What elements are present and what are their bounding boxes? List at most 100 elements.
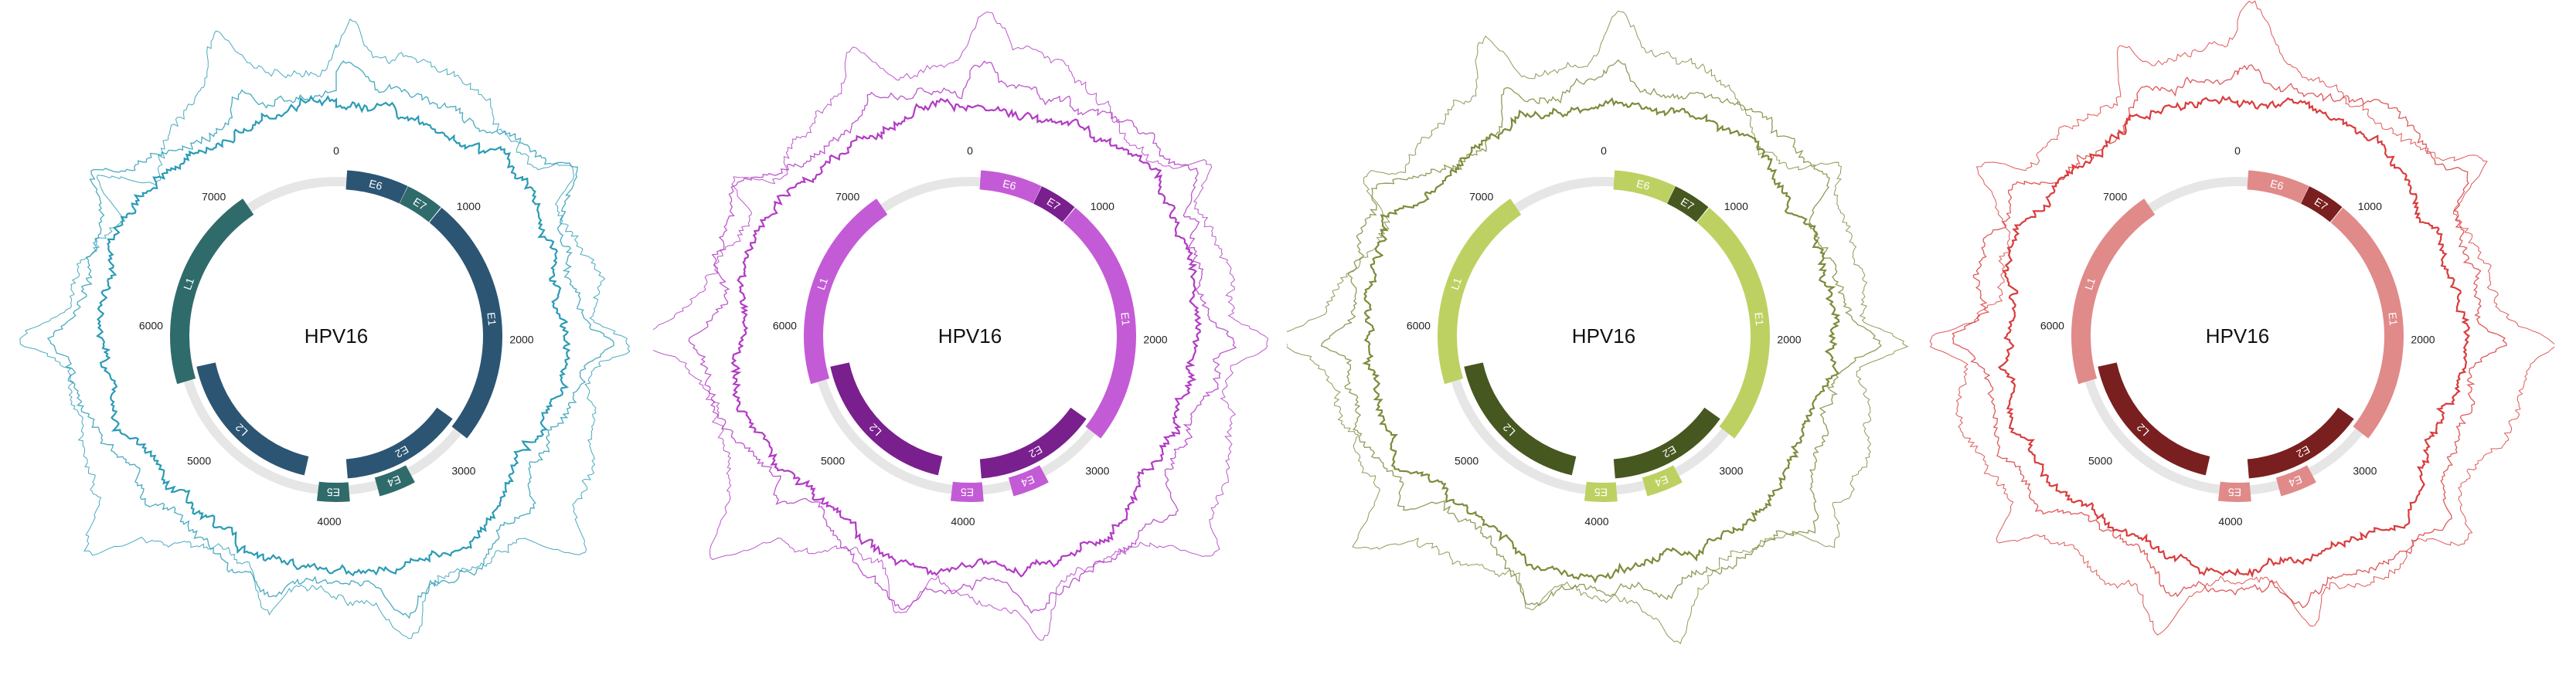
gene-label-e1: E1: [1752, 312, 1766, 327]
coverage-trace-2: [1952, 64, 2507, 609]
gene-label-e5: E5: [961, 486, 975, 498]
gene-label-e4: E4: [1019, 473, 1036, 490]
gene-label-e2: E2: [1661, 443, 1679, 460]
coverage-trace-3: [1929, 0, 2554, 636]
gene-arc-l2: [1464, 362, 1577, 476]
tick-label: 2000: [1777, 334, 1801, 346]
gene-arc-e4: [2275, 465, 2316, 497]
gene-label-e1: E1: [2386, 312, 2400, 327]
tick-label: 0: [333, 144, 339, 157]
genome-title: HPV16: [305, 324, 368, 348]
tick-label: 1000: [457, 200, 481, 212]
coverage-trace-3: [19, 19, 631, 640]
tick-label: 1000: [1091, 200, 1114, 212]
genome-map-svg: E6E7E1E2E4E5L2L1010002000300040005000600…: [19, 19, 631, 640]
gene-label-e6: E6: [2269, 177, 2285, 192]
gene-arc-e6: [345, 170, 408, 204]
coverage-trace-1: [1362, 97, 1841, 584]
gene-label-e5: E5: [1594, 486, 1608, 498]
tick-label: 5000: [821, 455, 845, 467]
coverage-trace-2: [46, 60, 614, 619]
genome-map-svg: E6E7E1E2E4E5L2L1010002000300040005000600…: [1287, 10, 1909, 645]
gene-arc-e2: [345, 407, 453, 479]
gene-arc-l1: [1437, 198, 1522, 385]
gene-arc-l2: [196, 362, 309, 476]
coverage-trace-1: [1997, 95, 2471, 579]
tick-label: 6000: [1407, 320, 1431, 332]
tick-label: 7000: [2103, 191, 2127, 203]
coverage-trace-3: [653, 11, 1269, 641]
gene-label-e7: E7: [1045, 195, 1063, 213]
tick-label: 6000: [773, 320, 797, 332]
gene-arc-e2: [979, 407, 1087, 479]
gene-arc-e7: [1667, 186, 1709, 222]
gene-label-e2: E2: [1027, 443, 1045, 460]
gene-arc-e2: [1613, 407, 1720, 479]
gene-arc-e6: [2247, 170, 2309, 204]
gene-arc-e1: [1063, 207, 1136, 439]
genome-title: HPV16: [938, 324, 1002, 348]
tick-label: 4000: [2218, 515, 2242, 528]
genome-title: HPV16: [2206, 324, 2269, 348]
gene-label-e1: E1: [485, 312, 499, 327]
gene-label-e1: E1: [1118, 312, 1132, 327]
gene-label-e4: E4: [1653, 473, 1670, 490]
coverage-trace-1: [96, 94, 571, 577]
genome-map-svg: E6E7E1E2E4E5L2L1010002000300040005000600…: [653, 11, 1269, 641]
gene-arc-e7: [2301, 186, 2343, 222]
tick-label: 4000: [951, 515, 975, 528]
gene-arc-e6: [979, 170, 1042, 204]
tick-label: 0: [967, 144, 973, 157]
tick-label: 6000: [2040, 320, 2064, 332]
gene-arc-e5: [2217, 481, 2251, 503]
gene-label-l1: L1: [181, 276, 196, 291]
tick-label: 0: [1601, 144, 1607, 157]
gene-label-e5: E5: [327, 486, 341, 498]
tick-label: 7000: [1469, 191, 1493, 203]
gene-arc-l1: [803, 198, 888, 385]
coverage-trace-3: [1287, 10, 1909, 645]
gene-label-e2: E2: [393, 443, 411, 460]
genome-panel-1: E6 E7 E1 E2 E4 E5 L2 L1 0 1000 2000 3000 4000 5000 600…: [19, 0, 653, 682]
tick-label: 5000: [2088, 455, 2112, 467]
gene-arc-e7: [400, 186, 441, 222]
gene-arc-l2: [830, 362, 943, 476]
gene-arc-e1: [1696, 207, 1770, 439]
tick-label: 5000: [1455, 455, 1479, 467]
genome-map-svg: E6E7E1E2E4E5L2L1010002000300040005000600…: [1929, 0, 2554, 636]
gene-arc-e5: [950, 481, 984, 503]
tick-label: 2000: [1143, 334, 1167, 346]
tick-label: 0: [2234, 144, 2241, 157]
gene-arc-e4: [1008, 465, 1049, 497]
gene-label-e2: E2: [2295, 443, 2312, 460]
gene-label-l1: L1: [1448, 276, 1464, 291]
genome-title: HPV16: [1572, 324, 1635, 348]
gene-label-e5: E5: [2228, 486, 2242, 498]
gene-arc-e7: [1033, 186, 1075, 222]
gene-label-l1: L1: [815, 276, 830, 291]
gene-label-e7: E7: [1679, 195, 1696, 213]
gene-arc-e6: [1613, 170, 1676, 204]
tick-label: 1000: [2358, 200, 2382, 212]
tick-label: 5000: [187, 455, 211, 467]
gene-arc-e1: [429, 207, 502, 439]
tick-label: 3000: [2353, 464, 2377, 477]
tick-label: 4000: [1584, 515, 1608, 528]
tick-label: 3000: [1719, 464, 1743, 477]
gene-label-e7: E7: [2312, 195, 2330, 213]
coverage-trace-2: [688, 60, 1237, 614]
gene-label-e6: E6: [368, 177, 384, 192]
gene-arc-l1: [169, 198, 254, 385]
gene-label-l1: L1: [2082, 276, 2098, 291]
tick-label: 3000: [451, 464, 475, 477]
gene-arc-e5: [316, 481, 350, 503]
gene-arc-e2: [2247, 407, 2354, 479]
gene-label-e6: E6: [1002, 177, 1018, 192]
coverage-trace-2: [1320, 59, 1882, 606]
tick-label: 4000: [317, 515, 341, 528]
tick-label: 3000: [1085, 464, 1109, 477]
gene-arc-l2: [2098, 362, 2210, 476]
tick-label: 7000: [202, 191, 226, 203]
gene-arc-e1: [2330, 207, 2404, 439]
